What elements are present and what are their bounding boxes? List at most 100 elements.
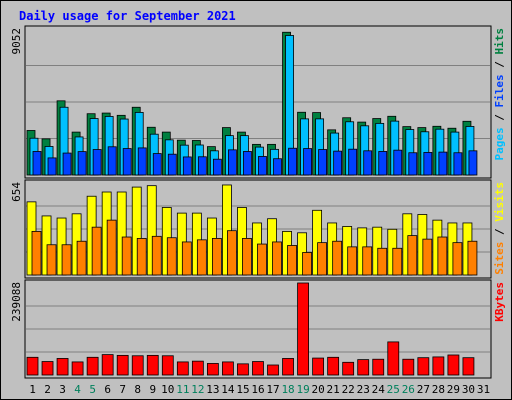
bar-sites-day-8 bbox=[136, 238, 147, 276]
bar-pages-day-1 bbox=[32, 151, 42, 176]
side-legend-visits-sites: Sites / Visits bbox=[493, 182, 506, 275]
bar-pages-day-30 bbox=[468, 150, 478, 176]
x-tick-label-day-14: 14 bbox=[221, 383, 235, 396]
bar-kbytes-day-8 bbox=[131, 355, 144, 376]
bar-sites-day-27 bbox=[422, 238, 433, 276]
bar-pages-day-21 bbox=[333, 150, 343, 176]
max-value-label: 654 bbox=[10, 182, 23, 202]
bar-sites-day-16 bbox=[257, 243, 267, 276]
bar-sites-day-5 bbox=[91, 226, 102, 276]
x-tick-label-day-3: 3 bbox=[59, 383, 66, 396]
bar-visits-day-8 bbox=[131, 186, 142, 276]
bar-kbytes-day-13 bbox=[206, 363, 219, 376]
x-tick-label-day-24: 24 bbox=[372, 383, 386, 396]
x-tick-label-day-11: 11 bbox=[176, 383, 189, 396]
x-tick-label-day-16: 16 bbox=[251, 383, 264, 396]
bar-kbytes-day-25 bbox=[387, 341, 400, 376]
legend-pages: Pages bbox=[493, 127, 506, 160]
bar-kbytes-day-30 bbox=[462, 357, 475, 376]
series-pages bbox=[32, 146, 478, 176]
series-visits bbox=[26, 184, 473, 276]
bar-sites-day-24 bbox=[377, 247, 388, 276]
x-tick-label-day-9: 9 bbox=[149, 383, 156, 396]
bar-pages-day-23 bbox=[363, 150, 373, 176]
x-tick-label-day-22: 22 bbox=[342, 383, 355, 396]
bar-kbytes-day-9 bbox=[146, 354, 159, 376]
x-tick-label-day-21: 21 bbox=[327, 383, 340, 396]
bar-kbytes-day-14 bbox=[222, 361, 234, 376]
legend-hits: Hits bbox=[493, 28, 506, 55]
bar-pages-day-3 bbox=[62, 152, 72, 176]
bar-sites-day-23 bbox=[362, 246, 373, 276]
bar-kbytes-day-5 bbox=[86, 356, 99, 376]
x-tick-label-day-6: 6 bbox=[104, 383, 111, 396]
panel-visits-sites: 654 Sites / Visits bbox=[10, 179, 506, 279]
x-tick-label-day-15: 15 bbox=[236, 383, 249, 396]
bar-pages-day-2 bbox=[47, 157, 57, 176]
panel-hits-files-pages: 9052 Pages / Files / Hits bbox=[10, 25, 506, 179]
x-tick-label-day-27: 27 bbox=[417, 383, 430, 396]
bar-sites-day-25 bbox=[392, 247, 403, 276]
bar-visits-day-7 bbox=[116, 191, 127, 276]
bar-kbytes-day-19 bbox=[297, 282, 309, 376]
bar-kbytes-day-24 bbox=[372, 358, 385, 376]
x-tick-label-day-2: 2 bbox=[44, 383, 51, 396]
x-tick-label-day-1: 1 bbox=[29, 383, 36, 396]
bar-sites-day-15 bbox=[242, 238, 252, 276]
max-value-label: 9052 bbox=[10, 28, 23, 55]
bar-pages-day-9 bbox=[152, 153, 162, 176]
bar-pages-day-13 bbox=[212, 158, 222, 176]
legend-visits: Visits bbox=[493, 182, 506, 222]
bar-sites-day-2 bbox=[46, 244, 57, 276]
bar-sites-day-18 bbox=[287, 245, 297, 276]
side-legend-kbytes: KBytes bbox=[493, 282, 506, 322]
bar-pages-day-7 bbox=[122, 148, 132, 176]
bar-kbytes-day-3 bbox=[56, 358, 69, 376]
x-tick-label-day-5: 5 bbox=[89, 383, 96, 396]
bar-sites-day-30 bbox=[467, 240, 478, 276]
bar-pages-day-29 bbox=[453, 152, 463, 176]
x-tick-label-day-20: 20 bbox=[312, 383, 325, 396]
panel-kbytes: 239088 KBytes bbox=[10, 279, 506, 379]
bar-pages-day-26 bbox=[408, 152, 418, 176]
bar-sites-day-21 bbox=[332, 240, 343, 276]
bar-sites-day-10 bbox=[166, 237, 177, 276]
bar-kbytes-day-11 bbox=[176, 361, 189, 376]
legend-files: Files bbox=[493, 74, 506, 107]
bar-kbytes-day-21 bbox=[327, 356, 340, 376]
bar-pages-day-6 bbox=[107, 146, 117, 176]
side-legend-hits-files-pages: Pages / Files / Hits bbox=[493, 28, 506, 161]
bar-pages-day-27 bbox=[423, 152, 433, 176]
x-tick-label-day-13: 13 bbox=[206, 383, 219, 396]
bar-kbytes-day-10 bbox=[161, 355, 174, 376]
series-kbytes bbox=[26, 282, 475, 376]
bar-visits-day-14 bbox=[222, 184, 232, 276]
bar-kbytes-day-15 bbox=[237, 363, 249, 376]
bar-kbytes-day-17 bbox=[267, 364, 279, 376]
bar-pages-day-28 bbox=[438, 151, 448, 176]
legend-separator: / bbox=[493, 55, 506, 75]
x-tick-label-day-4: 4 bbox=[74, 383, 81, 396]
bar-pages-day-22 bbox=[348, 148, 358, 176]
bar-pages-day-24 bbox=[378, 151, 388, 176]
x-tick-label-day-29: 29 bbox=[447, 383, 460, 396]
bar-kbytes-day-26 bbox=[402, 358, 415, 376]
bar-pages-day-11 bbox=[182, 156, 192, 176]
legend-separator: / bbox=[493, 108, 506, 128]
bar-pages-day-10 bbox=[167, 153, 177, 176]
bar-kbytes-day-22 bbox=[342, 361, 355, 376]
bar-sites-day-14 bbox=[227, 230, 237, 276]
bar-sites-day-11 bbox=[181, 241, 192, 276]
bar-kbytes-day-2 bbox=[41, 361, 54, 376]
bar-pages-day-18 bbox=[288, 147, 297, 176]
x-tick-label-day-31: 31 bbox=[477, 383, 490, 396]
bar-kbytes-day-20 bbox=[312, 357, 325, 376]
bar-pages-day-12 bbox=[197, 156, 207, 176]
bar-pages-day-19 bbox=[303, 148, 312, 176]
bar-sites-day-20 bbox=[317, 242, 328, 276]
bar-pages-day-20 bbox=[318, 149, 328, 176]
bar-sites-day-13 bbox=[211, 238, 222, 276]
panel-border bbox=[24, 25, 492, 179]
